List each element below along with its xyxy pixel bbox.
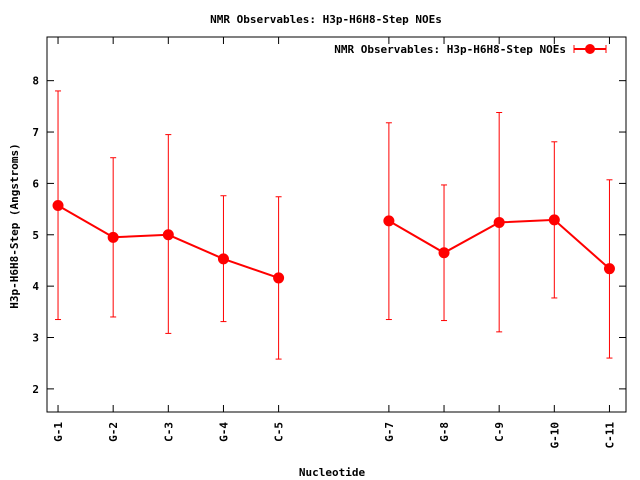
legend: NMR Observables: H3p-H6H8-Step NOEs	[334, 43, 607, 56]
data-point	[217, 253, 229, 265]
data-point	[107, 231, 119, 243]
x-tick-label: G-8	[438, 422, 451, 442]
data-point	[493, 216, 505, 228]
data-point	[52, 199, 64, 211]
y-tick-label: 6	[32, 177, 39, 190]
x-tick-label: C-11	[603, 422, 616, 449]
plot-frame	[46, 36, 627, 413]
y-tick-label: 4	[32, 280, 39, 293]
legend-label: NMR Observables: H3p-H6H8-Step NOEs	[334, 43, 566, 56]
x-tick-label: C-3	[162, 422, 175, 442]
x-tick-label: C-9	[493, 422, 506, 442]
x-axis-label: Nucleotide	[299, 466, 366, 479]
data-point	[603, 263, 615, 275]
plot-area: 2 3 4 5 6 7 8 G-1 G-2 C-3 G-4 C-5 G-7 G-8 C-9 G-10 C-11	[32, 36, 627, 449]
data-point	[548, 214, 560, 226]
y-tick-label: 8	[32, 75, 39, 88]
y-tick-label: 2	[32, 383, 39, 396]
x-tick-label: G-4	[217, 422, 230, 442]
chart-title: NMR Observables: H3p-H6H8-Step NOEs	[210, 13, 442, 26]
legend-marker	[585, 44, 595, 54]
y-axis-label: H3p-H6H8-Step (Angstroms)	[8, 143, 21, 309]
y-tick-label: 7	[32, 126, 39, 139]
x-tick-label: G-2	[107, 422, 120, 442]
y-tick-label: 5	[32, 229, 39, 242]
data-point	[162, 229, 174, 241]
x-tick-label: G-10	[548, 422, 561, 449]
data-point	[383, 215, 395, 227]
x-tick-label: C-5	[273, 422, 286, 442]
y-tick-label: 3	[32, 332, 39, 345]
data-point	[438, 247, 450, 259]
x-tick-label: G-1	[52, 422, 65, 442]
x-tick-label: G-7	[383, 422, 396, 442]
data-point	[273, 272, 285, 284]
